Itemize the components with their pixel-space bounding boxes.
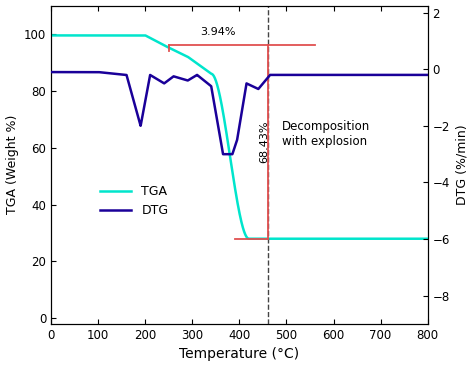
TGA bbox=[48, 33, 54, 37]
TGA bbox=[377, 236, 383, 241]
Line: DTG: DTG bbox=[51, 72, 428, 154]
Text: Decomposition
with explosion: Decomposition with explosion bbox=[282, 120, 370, 148]
TGA bbox=[246, 236, 252, 241]
Line: TGA: TGA bbox=[51, 35, 428, 239]
DTG bbox=[209, 88, 215, 92]
DTG bbox=[220, 152, 226, 156]
DTG bbox=[193, 74, 199, 78]
TGA bbox=[114, 33, 119, 37]
TGA bbox=[425, 236, 430, 241]
DTG bbox=[425, 73, 430, 77]
Text: 3.94%: 3.94% bbox=[201, 27, 236, 37]
DTG bbox=[377, 73, 383, 77]
Text: 68.43%: 68.43% bbox=[259, 121, 269, 163]
Legend: TGA, DTG: TGA, DTG bbox=[95, 180, 173, 222]
TGA bbox=[91, 33, 97, 37]
TGA bbox=[418, 236, 423, 241]
DTG bbox=[48, 70, 54, 74]
DTG bbox=[91, 70, 97, 74]
Y-axis label: DTG (%/min): DTG (%/min) bbox=[456, 124, 468, 205]
X-axis label: Temperature (°C): Temperature (°C) bbox=[179, 348, 300, 361]
DTG bbox=[418, 73, 423, 77]
DTG bbox=[114, 72, 119, 76]
TGA bbox=[209, 72, 215, 76]
TGA bbox=[193, 60, 199, 65]
Y-axis label: TGA (Weight %): TGA (Weight %) bbox=[6, 115, 18, 214]
